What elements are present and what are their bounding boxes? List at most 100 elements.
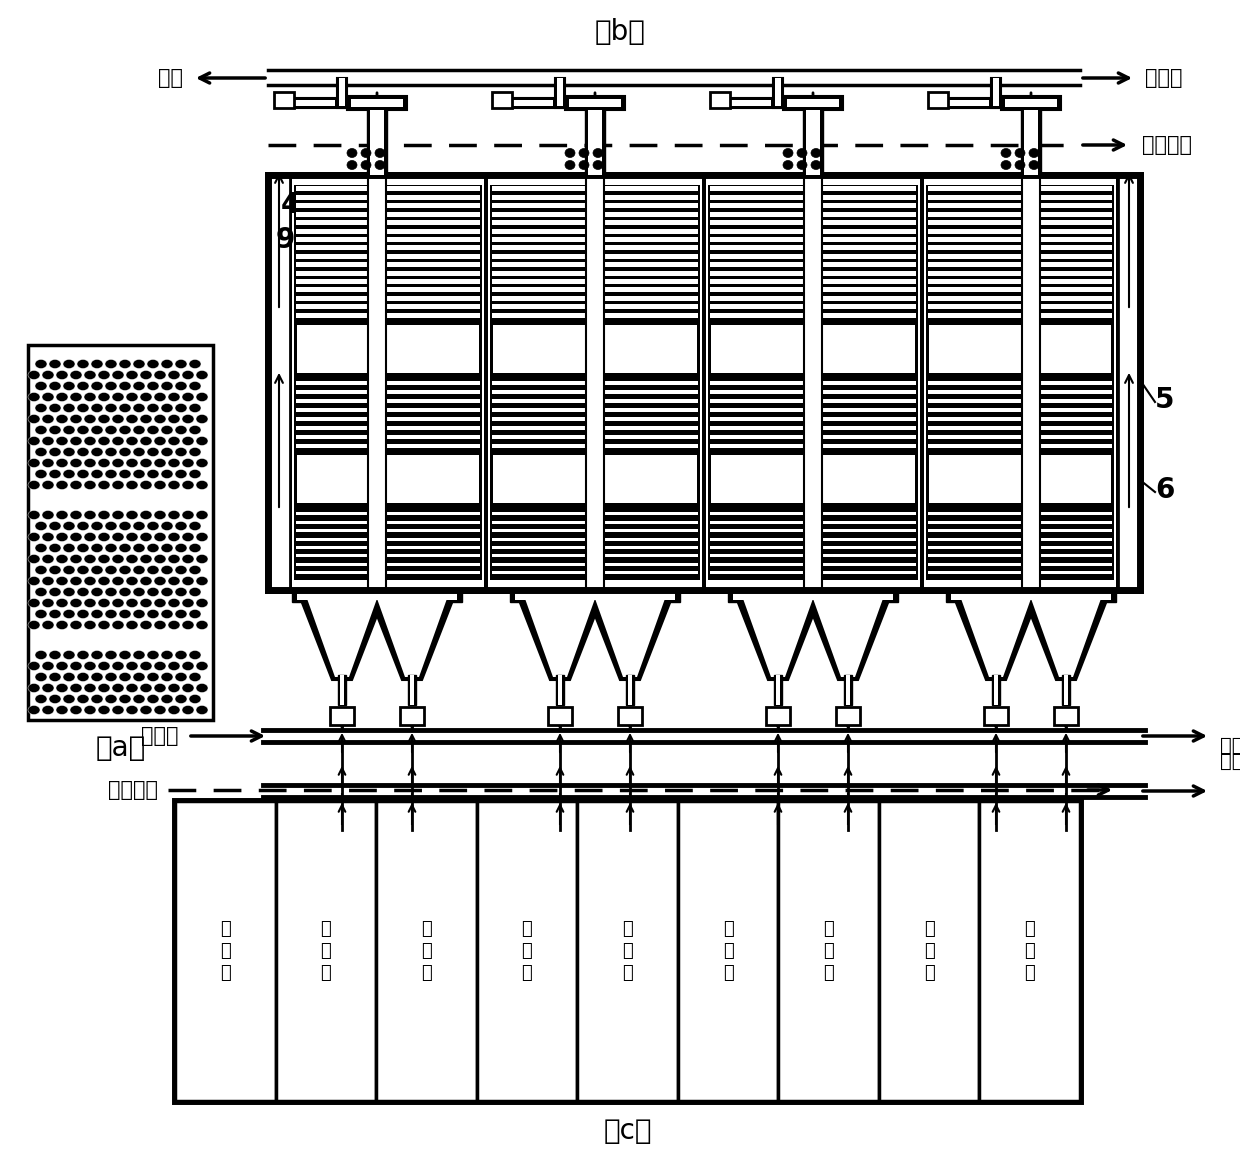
Ellipse shape: [112, 371, 124, 380]
Ellipse shape: [154, 662, 166, 671]
Ellipse shape: [175, 672, 187, 681]
Ellipse shape: [175, 470, 187, 479]
Ellipse shape: [112, 480, 124, 489]
Text: 室: 室: [422, 965, 432, 982]
Ellipse shape: [154, 371, 166, 380]
Ellipse shape: [29, 392, 40, 402]
Bar: [846, 674, 849, 706]
Bar: [928, 313, 1112, 318]
Ellipse shape: [188, 672, 201, 681]
Ellipse shape: [133, 610, 145, 618]
Bar: [296, 381, 480, 384]
Bar: [296, 520, 480, 524]
Ellipse shape: [77, 470, 89, 479]
Ellipse shape: [126, 599, 138, 608]
Ellipse shape: [154, 555, 166, 564]
Ellipse shape: [154, 620, 166, 630]
Polygon shape: [593, 593, 667, 677]
Ellipse shape: [77, 404, 89, 412]
Bar: [569, 99, 621, 107]
Ellipse shape: [77, 426, 89, 434]
Bar: [296, 538, 480, 541]
Bar: [928, 555, 1112, 557]
Bar: [618, 707, 642, 725]
Ellipse shape: [50, 610, 61, 618]
Ellipse shape: [69, 511, 82, 519]
Ellipse shape: [91, 426, 103, 434]
Ellipse shape: [98, 436, 110, 445]
Bar: [928, 538, 1112, 541]
Ellipse shape: [126, 371, 138, 380]
Bar: [928, 304, 1112, 310]
Ellipse shape: [42, 414, 55, 424]
Ellipse shape: [50, 672, 61, 681]
Ellipse shape: [196, 480, 208, 489]
Bar: [928, 546, 1112, 549]
Ellipse shape: [35, 610, 47, 618]
Ellipse shape: [98, 371, 110, 380]
Ellipse shape: [29, 533, 40, 541]
Ellipse shape: [35, 672, 47, 681]
Ellipse shape: [98, 458, 110, 467]
Ellipse shape: [161, 650, 174, 660]
Ellipse shape: [69, 599, 82, 608]
Bar: [787, 99, 839, 107]
Bar: [711, 262, 916, 267]
Ellipse shape: [56, 533, 68, 541]
Bar: [298, 325, 479, 373]
Bar: [268, 175, 1140, 590]
Bar: [296, 571, 480, 574]
Text: 室: 室: [522, 965, 532, 982]
Ellipse shape: [50, 448, 61, 457]
Ellipse shape: [69, 662, 82, 671]
Ellipse shape: [42, 555, 55, 564]
Bar: [1022, 175, 1040, 590]
Ellipse shape: [91, 587, 103, 596]
Ellipse shape: [98, 511, 110, 519]
Bar: [296, 546, 480, 549]
Ellipse shape: [63, 694, 74, 703]
Ellipse shape: [105, 694, 117, 703]
Ellipse shape: [42, 577, 55, 586]
Bar: [291, 177, 484, 588]
Bar: [565, 96, 625, 110]
Ellipse shape: [182, 555, 193, 564]
Bar: [296, 279, 480, 284]
Ellipse shape: [29, 706, 40, 715]
Bar: [730, 100, 771, 106]
Ellipse shape: [105, 470, 117, 479]
Text: 烟: 烟: [823, 920, 835, 938]
Bar: [928, 512, 1112, 516]
Ellipse shape: [126, 480, 138, 489]
Ellipse shape: [42, 511, 55, 519]
Bar: [991, 78, 1001, 108]
Ellipse shape: [126, 662, 138, 671]
Ellipse shape: [188, 543, 201, 552]
Bar: [928, 195, 1112, 200]
Bar: [492, 92, 512, 108]
Bar: [492, 245, 698, 251]
Ellipse shape: [84, 480, 95, 489]
Ellipse shape: [91, 672, 103, 681]
Bar: [296, 426, 480, 430]
Bar: [296, 245, 480, 251]
Ellipse shape: [140, 392, 153, 402]
Bar: [728, 98, 782, 108]
Ellipse shape: [119, 650, 131, 660]
Text: 9: 9: [275, 226, 295, 254]
Bar: [804, 110, 823, 175]
Bar: [330, 707, 353, 725]
Text: 高温烟气: 高温烟气: [108, 780, 157, 800]
Ellipse shape: [161, 470, 174, 479]
Ellipse shape: [148, 543, 159, 552]
Ellipse shape: [84, 458, 95, 467]
Bar: [476, 801, 578, 1102]
Ellipse shape: [56, 555, 68, 564]
Ellipse shape: [182, 436, 193, 445]
Ellipse shape: [140, 577, 153, 586]
Ellipse shape: [167, 599, 180, 608]
Ellipse shape: [77, 521, 89, 531]
Ellipse shape: [126, 620, 138, 630]
Bar: [711, 313, 916, 318]
Ellipse shape: [167, 480, 180, 489]
